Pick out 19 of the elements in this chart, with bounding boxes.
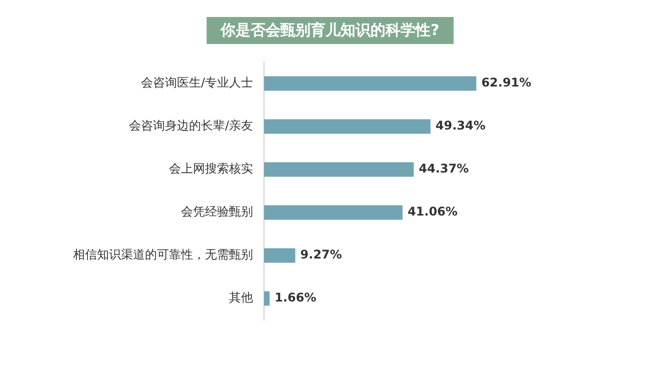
data-label: 49.34% — [436, 118, 486, 133]
bar — [264, 119, 431, 134]
bar — [264, 205, 403, 220]
y-tick-label: 相信知识渠道的可靠性，无需甄别 — [73, 248, 253, 262]
data-label: 9.27% — [300, 248, 342, 262]
data-label: 44.37% — [418, 162, 469, 176]
bar — [264, 162, 414, 177]
y-tick-label: 会咨询身边的长辈/亲友 — [128, 118, 253, 133]
y-tick-label: 会凭经验甄别 — [181, 204, 253, 219]
bar — [264, 76, 476, 91]
y-tick-label: 其他 — [229, 290, 253, 305]
y-tick-label: 会上网搜索核实 — [169, 162, 253, 176]
data-label: 1.66% — [274, 290, 316, 305]
y-tick-label: 会咨询医生/专业人士 — [140, 76, 253, 90]
bar — [264, 248, 296, 263]
data-label: 62.91% — [481, 76, 532, 90]
data-label: 41.06% — [408, 204, 458, 219]
bar — [264, 291, 270, 306]
chart-title: 你是否会甄别育儿知识的科学性? — [206, 17, 454, 44]
